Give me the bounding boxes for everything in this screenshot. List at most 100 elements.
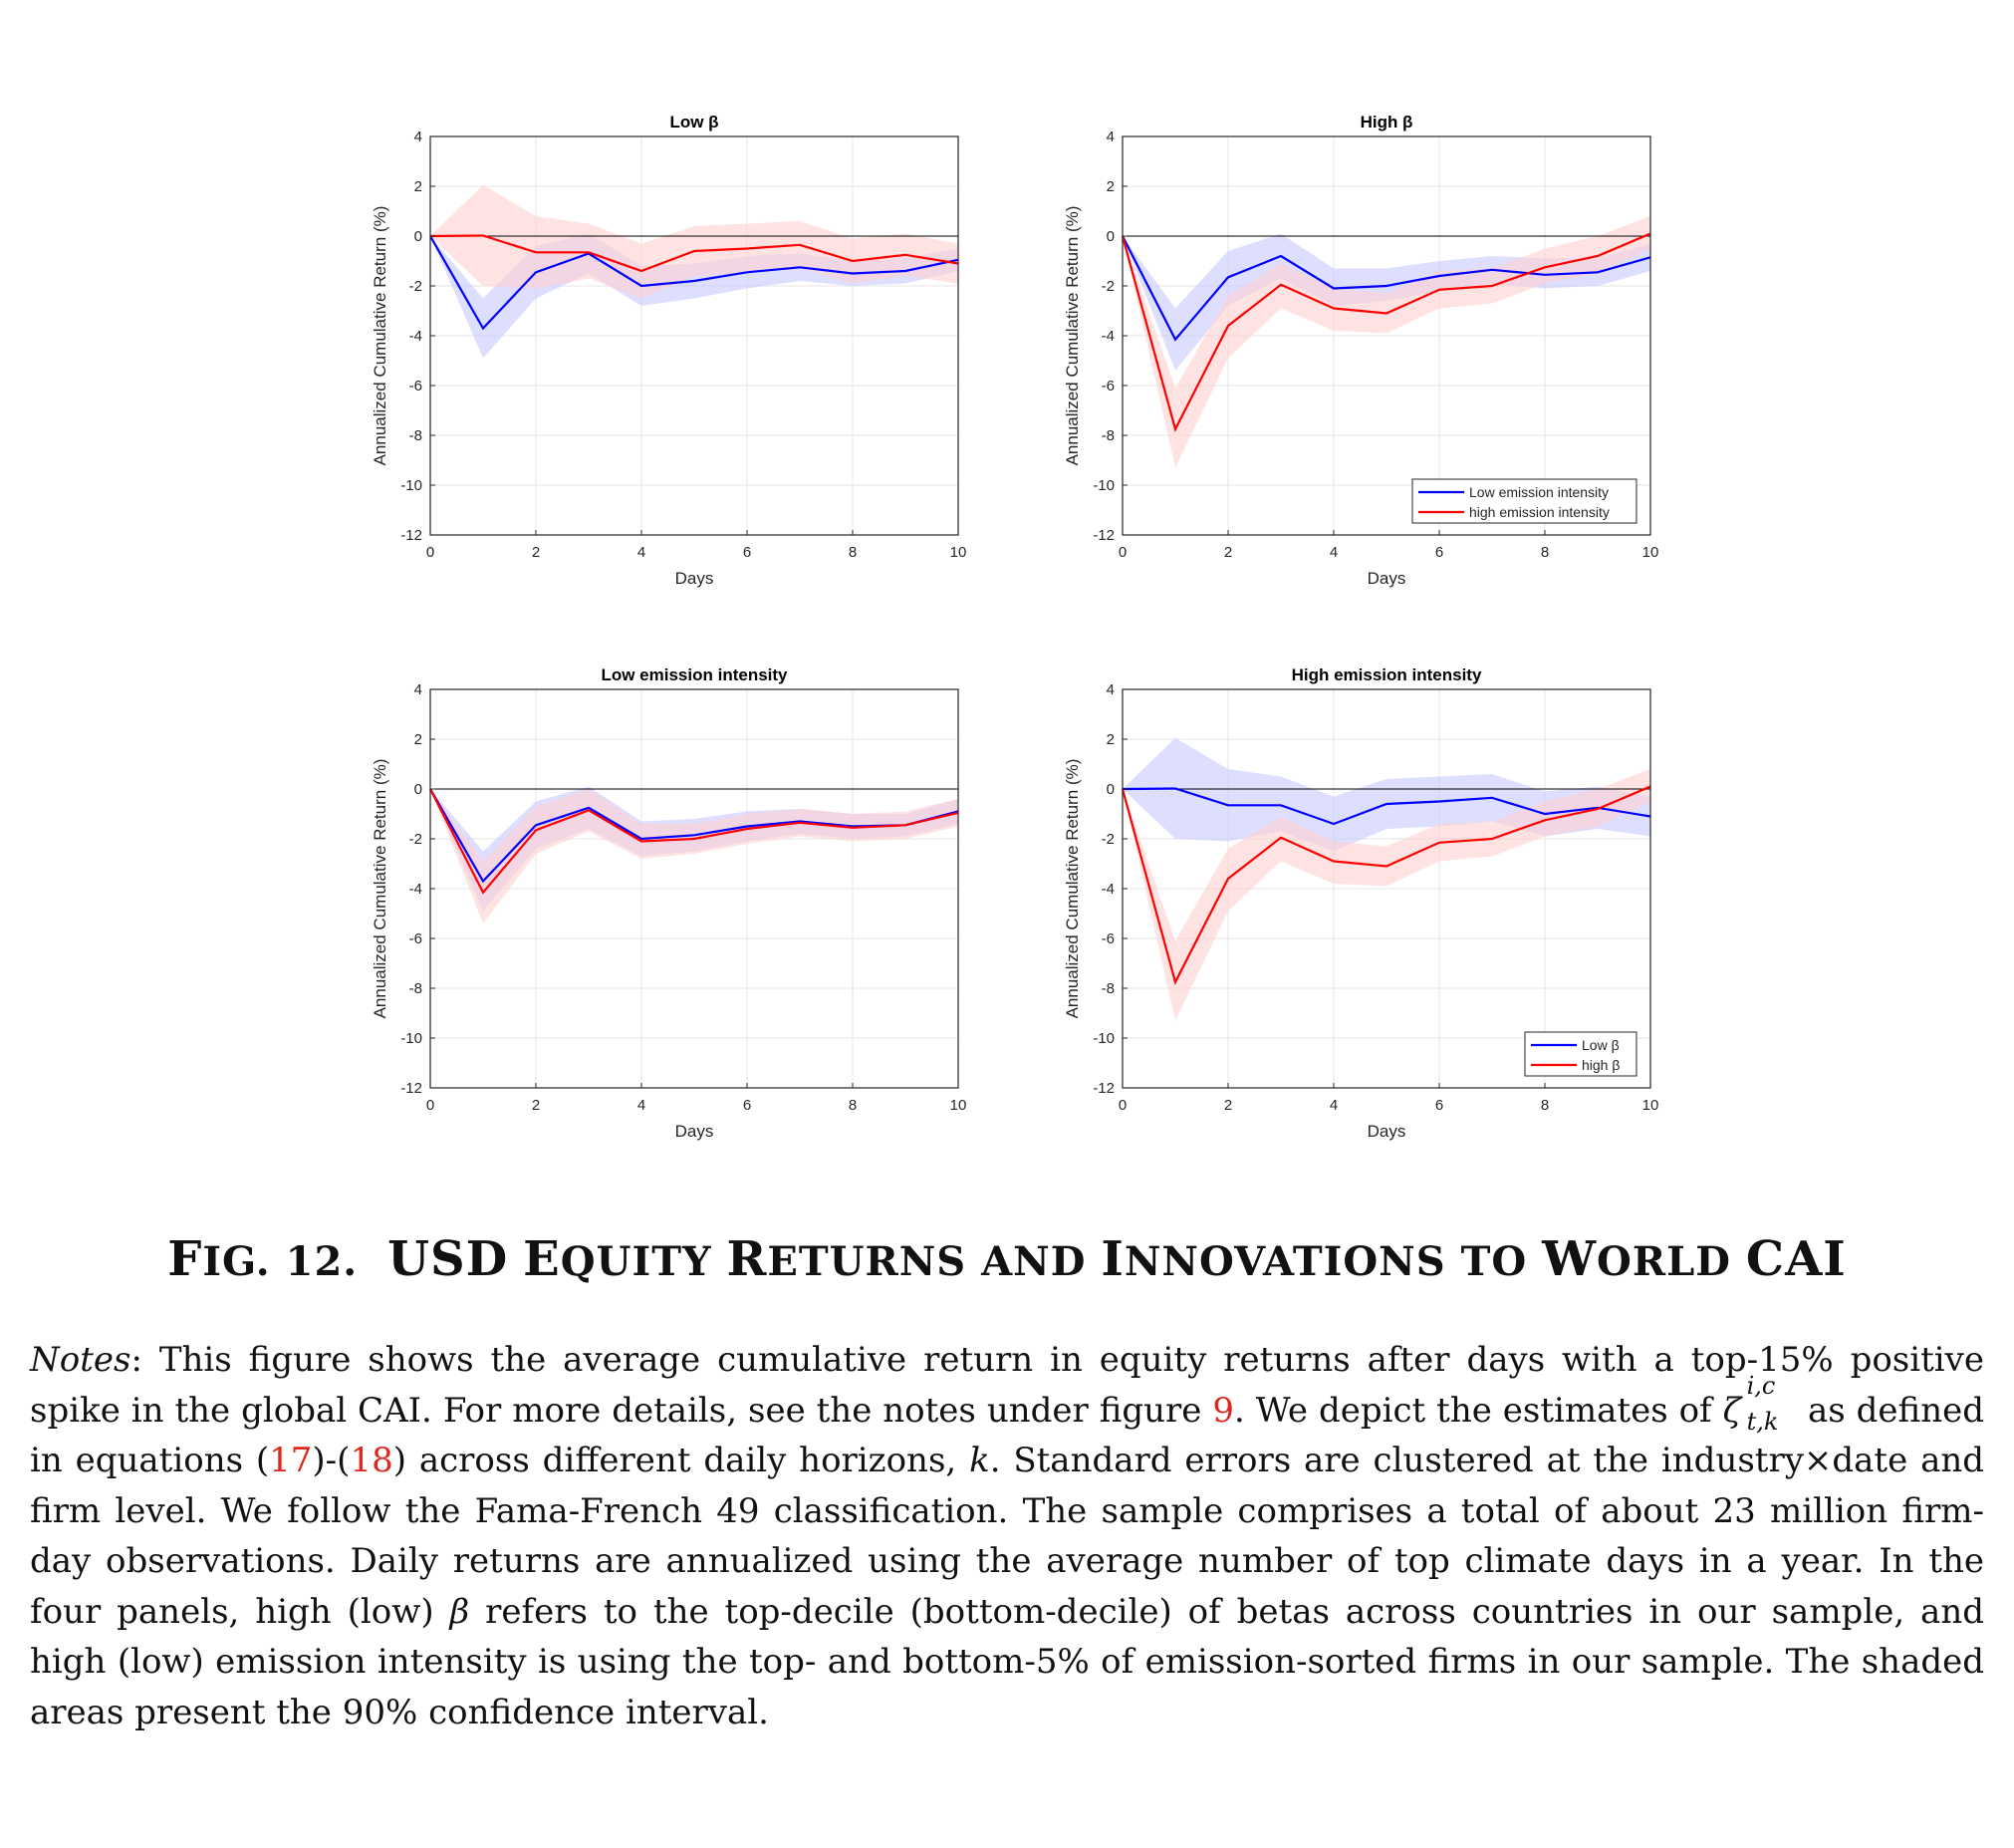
x-tick-label: 8 [1541,544,1549,561]
y-axis-label: Annualized Cumulative Return (%) [371,759,389,1019]
x-axis-label: Days [675,1122,714,1141]
y-tick-label: 2 [1107,731,1115,748]
series-line-2 [1121,232,1651,432]
y-tick-label: 4 [414,129,422,145]
y-tick-label: 2 [1107,178,1115,195]
y-tick-label: 4 [414,681,422,698]
x-tick-label: 2 [532,1097,540,1114]
x-tick-label: 4 [637,544,645,561]
y-tick-label: -12 [1093,1080,1115,1097]
legend: Low β high β [1524,1031,1637,1077]
y-tick-label: -8 [409,427,422,444]
y-tick-label: 0 [414,228,422,245]
legend-label-2: high β [1582,1057,1620,1073]
series-line-2 [1121,785,1651,985]
panel-title: High emission intensity [1292,665,1482,684]
x-tick-label: 10 [950,544,967,561]
chart-panel-2: 0 2 4 6 8 10 4 2 0 -2 -4 -6 -8 -10 -12 High β Days Annual… [1063,113,1658,588]
x-tick-label: 4 [637,1097,645,1114]
x-tick-label: 6 [1435,544,1443,561]
x-tick-label: 0 [1119,544,1127,561]
x-tick-label: 10 [950,1097,967,1114]
y-tick-label: -4 [409,881,422,898]
x-tick-label: 6 [743,1097,751,1114]
panel-title: High β [1361,113,1413,132]
y-tick-label: 0 [1107,781,1115,798]
series-line-1 [1122,787,1651,826]
y-tick-label: -10 [400,1030,422,1047]
y-tick-label: -4 [1102,881,1115,898]
x-tick-label: 6 [1435,1097,1443,1114]
x-tick-label: 10 [1642,1097,1659,1114]
figure-12-charts: 0 2 4 6 8 10 4 2 0 -2 -4 -6 -8 -10 -12 Low β Days Annuali… [371,113,1658,1141]
y-tick-label: -4 [1102,328,1115,345]
x-tick-label: 4 [1330,544,1338,561]
y-tick-label: -10 [1093,1030,1115,1047]
equation-17-link[interactable]: 17 [269,1441,313,1480]
series-line-2 [429,788,959,895]
y-tick-label: 0 [1107,228,1115,245]
y-tick-label: -2 [1102,831,1115,848]
legend-box [1524,1031,1637,1077]
x-tick-label: 2 [1224,544,1232,561]
y-axis-label: Annualized Cumulative Return (%) [1063,206,1082,466]
y-tick-label: -2 [1102,278,1115,295]
confidence-band-2 [1123,216,1650,468]
x-tick-label: 2 [532,544,540,561]
x-tick-label: 6 [743,544,751,561]
x-tick-label: 8 [1541,1097,1549,1114]
x-tick-label: 10 [1642,544,1659,561]
y-tick-label: 2 [414,731,422,748]
notes-label: Notes [30,1340,131,1380]
y-axis-label: Annualized Cumulative Return (%) [1063,759,1082,1019]
x-axis-label: Days [1368,569,1406,588]
y-tick-label: -2 [409,831,422,848]
x-tick-label: 0 [1119,1097,1127,1114]
confidence-band-2 [1123,769,1650,1021]
y-tick-label: -8 [1102,427,1115,444]
y-tick-label: -6 [1102,378,1115,395]
panel-title: Low β [669,113,718,132]
y-tick-label: 4 [1107,129,1115,145]
figure-9-link[interactable]: 9 [1212,1390,1234,1431]
legend-label-1: Low β [1582,1037,1620,1053]
y-tick-label: 4 [1107,681,1115,698]
y-tick-label: -4 [409,328,422,345]
y-tick-label: 2 [414,178,422,195]
series-line-1 [429,235,959,331]
y-tick-label: -10 [1093,477,1115,494]
legend-label-2: high emission intensity [1469,504,1610,520]
chart-panel-1: 0 2 4 6 8 10 4 2 0 -2 -4 -6 -8 -10 -12 Low β Days Annuali… [371,113,966,588]
chart-panel-3: 0 2 4 6 8 10 4 2 0 -2 -4 -6 -8 -10 -12 Low emission int… [371,665,966,1141]
series-line-2 [429,234,959,273]
x-axis-label: Days [1368,1122,1406,1141]
zeta-symbol: ζ i,c t,k [1722,1371,1779,1436]
figure-notes: Notes: This figure shows the average cum… [30,1340,1985,1732]
x-tick-label: 8 [849,1097,857,1114]
y-tick-label: -6 [1102,930,1115,947]
x-tick-label: 0 [426,1097,434,1114]
y-axis-label: Annualized Cumulative Return (%) [371,206,389,466]
legend-box [1411,478,1637,524]
y-tick-label: -6 [409,378,422,395]
x-axis-label: Days [675,569,714,588]
x-tick-label: 2 [1224,1097,1232,1114]
y-tick-label: -10 [400,477,422,494]
y-tick-label: -12 [1093,527,1115,544]
chart-panel-4: 0 2 4 6 8 10 4 2 0 -2 -4 -6 -8 -10 -12 High emission in… [1063,665,1658,1141]
figure-caption: FIG. 12. USD EQUITY RETURNS AND INNOVATI… [167,1231,1847,1287]
x-tick-label: 8 [849,544,857,561]
y-tick-label: -8 [1102,980,1115,997]
x-tick-label: 0 [426,544,434,561]
series-line-1 [1122,235,1651,342]
confidence-band-2 [430,789,958,924]
equation-18-link[interactable]: 18 [350,1441,393,1480]
legend: Low emission intensity high emission inte… [1411,478,1637,524]
x-tick-label: 4 [1330,1097,1338,1114]
y-tick-label: -12 [400,527,422,544]
y-tick-label: -8 [409,980,422,997]
y-tick-label: 0 [414,781,422,798]
y-tick-label: -2 [409,278,422,295]
y-tick-label: -6 [409,930,422,947]
panel-title: Low emission intensity [601,665,788,684]
